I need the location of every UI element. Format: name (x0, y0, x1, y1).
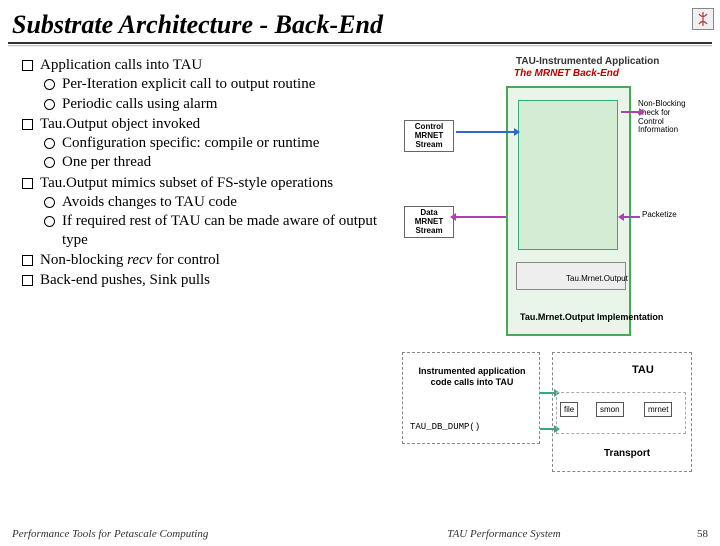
bullet-item: Non-blocking recv for control (22, 251, 392, 269)
dump-label: TAU_DB_DUMP() (410, 422, 480, 432)
content-area: Application calls into TAUPer-Iteration … (0, 48, 720, 486)
page-number: 58 (668, 528, 708, 540)
tmo-impl-label: Tau.Mrnet.Output Implementation (520, 312, 663, 322)
instrumented-label: Instrumented application code calls into… (412, 366, 532, 388)
footer: Performance Tools for Petascale Computin… (0, 528, 720, 540)
logo-icon (692, 8, 714, 30)
sub-bullet-item: One per thread (40, 153, 392, 171)
packetize-label: Packetize (642, 210, 677, 219)
bullet-item: Tau.Output object invokedConfiguration s… (22, 115, 392, 172)
file-box-mrnet: mrnet (644, 402, 672, 417)
control-stream-label: ControlMRNETStream (404, 120, 454, 152)
data-stream-label: DataMRNETStream (404, 206, 454, 238)
bullet-column: Application calls into TAUPer-Iteration … (22, 56, 392, 486)
architecture-diagram: TAU-Instrumented Application The MRNET B… (396, 56, 696, 486)
thread-box (518, 100, 618, 250)
bullet-item: Application calls into TAUPer-Iteration … (22, 56, 392, 113)
footer-left: Performance Tools for Petascale Computin… (12, 528, 340, 540)
slide-title: Substrate Architecture - Back-End (12, 10, 708, 40)
tau-label: TAU (632, 364, 654, 376)
sub-bullet-item: Configuration specific: compile or runti… (40, 134, 392, 152)
bullet-item: Back-end pushes, Sink pulls (22, 271, 392, 289)
file-box-smon: smon (596, 402, 624, 417)
nbcheck-arrow (621, 111, 639, 113)
data-out-arrow (456, 216, 506, 218)
diagram-title-2: The MRNET Back-End (514, 68, 619, 79)
file-box-file: file (560, 402, 578, 417)
packetize-arrow (624, 216, 640, 218)
bullet-item: Tau.Output mimics subset of FS-style ope… (22, 174, 392, 249)
sub-bullet-item: If required rest of TAU can be made awar… (40, 212, 392, 249)
diagram-title-1: TAU-Instrumented Application (516, 56, 659, 67)
sub-bullet-item: Avoids changes to TAU code (40, 193, 392, 211)
sub-bullet-item: Per-Iteration explicit call to output ro… (40, 75, 392, 93)
bullet-list: Application calls into TAUPer-Iteration … (22, 56, 392, 290)
footer-center: TAU Performance System (340, 528, 668, 540)
diagram-column: TAU-Instrumented Application The MRNET B… (392, 56, 710, 486)
nbcheck-label: Non-Blocking check for Control Informati… (638, 100, 694, 135)
tmo-label: Tau.Mrnet.Output (566, 274, 628, 283)
title-bar: Substrate Architecture - Back-End (8, 6, 712, 44)
transport-label: Transport (604, 448, 650, 459)
control-arrow (456, 131, 514, 133)
sub-bullet-item: Periodic calls using alarm (40, 95, 392, 113)
